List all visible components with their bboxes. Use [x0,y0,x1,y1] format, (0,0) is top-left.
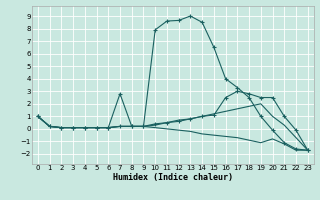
X-axis label: Humidex (Indice chaleur): Humidex (Indice chaleur) [113,173,233,182]
